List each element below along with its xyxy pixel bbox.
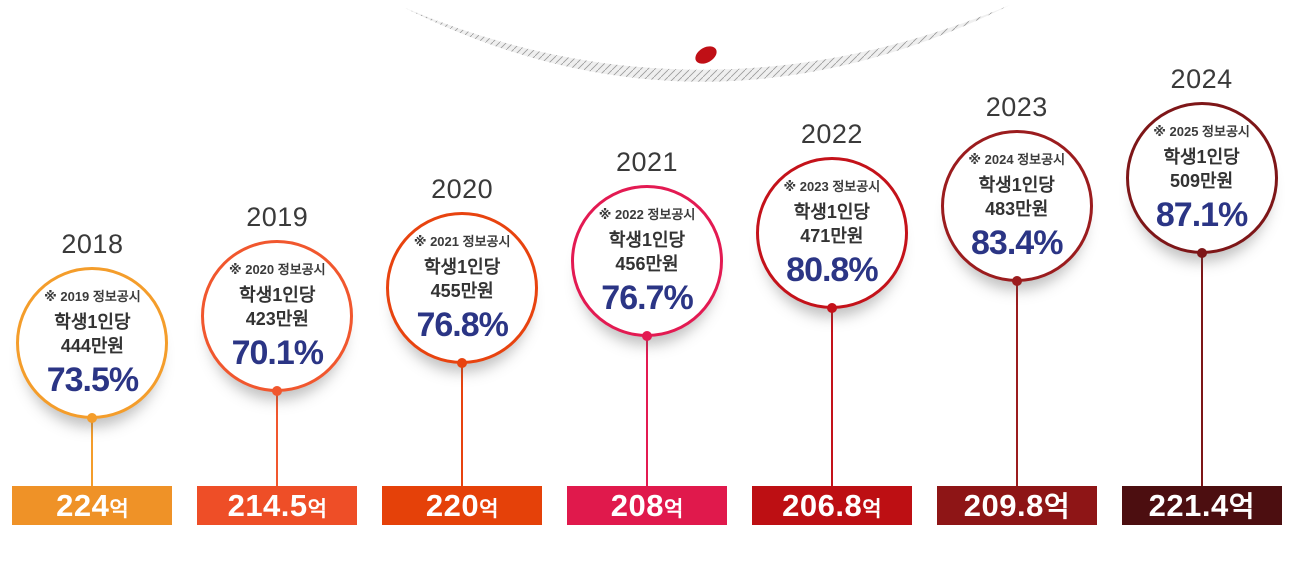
per-student-value: 444만원 [60, 335, 124, 356]
year-column-2018: 2018 ※ 2019 정보공시 학생1인당 444만원 73.5% 224억 [0, 0, 185, 565]
per-student-label: 학생1인당 [793, 201, 870, 222]
amount-bar: 224억 [12, 486, 173, 525]
red-dot-icon [695, 46, 717, 64]
year-column-2021: 2021 ※ 2022 정보공시 학생1인당 456만원 76.7% 208억 [555, 0, 740, 565]
amount-value: 208 [610, 488, 664, 523]
year-column-2022: 2022 ※ 2023 정보공시 학생1인당 471만원 80.8% 206.8… [739, 0, 924, 565]
amount-bar: 209.8억 [936, 486, 1097, 525]
data-circle: ※ 2020 정보공시 학생1인당 423만원 70.1% [201, 240, 354, 392]
hatched-arc-decoration [405, 5, 1010, 82]
amount-bar: 221.4억 [1121, 486, 1282, 525]
per-student-value: 423만원 [245, 308, 309, 329]
connector-dot [457, 358, 468, 368]
per-student-value: 456만원 [615, 253, 679, 274]
scholarship-rate: 70.1% [231, 334, 324, 373]
amount-unit: 억 [479, 498, 499, 521]
amount-value: 221.4 [1148, 488, 1229, 523]
scholarship-rate: 73.5% [46, 361, 139, 400]
amount-value: 224 [56, 488, 110, 523]
data-circle: ※ 2024 정보공시 학생1인당 483만원 83.4% [940, 130, 1093, 282]
year-label: 2018 [61, 229, 124, 259]
crescent-band [405, 5, 1010, 82]
data-circle: ※ 2023 정보공시 학생1인당 471만원 80.8% [755, 157, 908, 309]
disclosure-note: ※ 2021 정보공시 [413, 233, 511, 249]
amount-unit: 억 [862, 498, 882, 521]
disclosure-note: ※ 2019 정보공시 [44, 288, 141, 304]
connector-line [1015, 282, 1018, 486]
amount-unit: 억 [1228, 491, 1255, 522]
year-label: 2024 [1170, 64, 1233, 94]
disclosure-note: ※ 2024 정보공시 [968, 151, 1066, 167]
year-label: 2019 [246, 202, 309, 232]
year-label: 2020 [431, 174, 494, 204]
scholarship-rate: 76.8% [416, 306, 508, 345]
connector-dot [826, 303, 837, 313]
per-student-label: 학생1인당 [424, 256, 501, 277]
per-student-value: 455만원 [430, 280, 494, 301]
amount-unit: 억 [1043, 491, 1070, 522]
amount-value: 220 [425, 488, 480, 523]
amount-bar: 220억 [382, 486, 543, 525]
disclosure-note: ※ 2020 정보공시 [228, 261, 326, 277]
year-column-2020: 2020 ※ 2021 정보공시 학생1인당 455만원 76.8% 220억 [370, 0, 555, 565]
disclosure-note: ※ 2025 정보공시 [1153, 123, 1250, 139]
connector-dot [87, 413, 98, 423]
data-circle: ※ 2021 정보공시 학생1인당 455만원 76.8% [386, 212, 539, 364]
per-student-value: 471만원 [800, 225, 864, 246]
data-circle: ※ 2025 정보공시 학생1인당 509만원 87.1% [1125, 102, 1278, 254]
scholarship-rate: 76.7% [601, 279, 693, 318]
connector-dot [1011, 276, 1022, 286]
connector-dot [642, 331, 652, 341]
amount-value: 209.8 [963, 488, 1044, 523]
per-student-label: 학생1인당 [608, 229, 686, 250]
year-column-2023: 2023 ※ 2024 정보공시 학생1인당 483만원 83.4% 209.8… [924, 0, 1109, 565]
scholarship-rate: 83.4% [971, 224, 1063, 263]
scholarship-rate: 80.8% [786, 251, 878, 290]
year-label: 2023 [985, 92, 1048, 122]
per-student-label: 학생1인당 [1163, 146, 1240, 167]
per-student-value: 509만원 [1170, 170, 1234, 191]
data-circle: ※ 2019 정보공시 학생1인당 444만원 73.5% [16, 267, 169, 419]
year-label: 2021 [615, 147, 679, 177]
amount-value: 206.8 [782, 488, 863, 523]
amount-value: 214.5 [227, 488, 308, 523]
per-student-label: 학생1인당 [978, 174, 1055, 195]
disclosure-note: ※ 2023 정보공시 [783, 178, 881, 194]
year-label: 2022 [800, 119, 863, 149]
amount-bar: 206.8억 [751, 486, 912, 525]
connector-line [91, 419, 94, 486]
amount-bar: 214.5억 [197, 486, 358, 525]
connector-line [830, 309, 833, 486]
connector-line [1200, 254, 1203, 486]
per-student-label: 학생1인당 [54, 311, 131, 332]
connector-line [646, 337, 648, 486]
year-column-2024: 2024 ※ 2025 정보공시 학생1인당 509만원 87.1% 221.4… [1109, 0, 1294, 565]
connector-dot [1196, 248, 1207, 258]
amount-unit: 억 [307, 498, 327, 521]
amount-unit: 억 [663, 498, 684, 521]
amount-bar: 208억 [567, 486, 727, 525]
scholarship-rate: 87.1% [1155, 196, 1248, 235]
connector-dot [272, 386, 283, 396]
per-student-label: 학생1인당 [239, 284, 316, 305]
connector-line [276, 392, 279, 486]
per-student-value: 483만원 [985, 198, 1049, 219]
year-column-2019: 2019 ※ 2020 정보공시 학생1인당 423만원 70.1% 214.5… [185, 0, 370, 565]
amount-unit: 억 [109, 498, 129, 521]
disclosure-note: ※ 2022 정보공시 [598, 206, 696, 222]
data-circle: ※ 2022 정보공시 학생1인당 456만원 76.7% [571, 185, 723, 337]
connector-line [461, 364, 464, 486]
